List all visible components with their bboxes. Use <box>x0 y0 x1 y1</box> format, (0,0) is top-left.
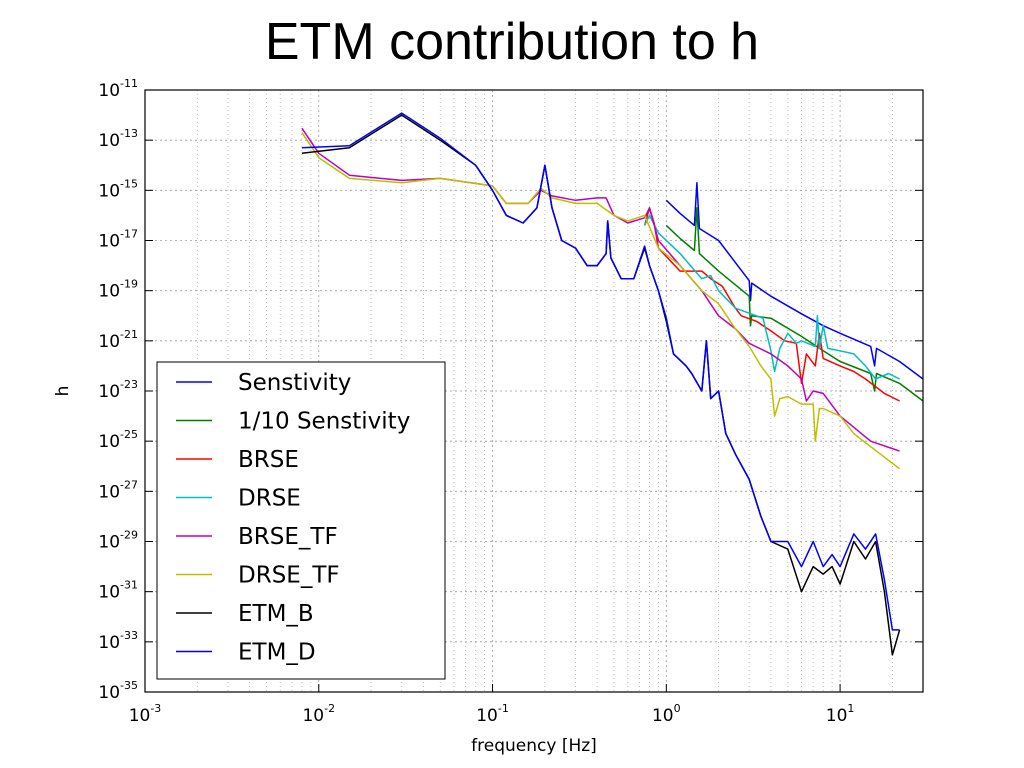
x-tick-label: 10-1 <box>476 702 509 726</box>
y-tick-label: 10-23 <box>98 378 138 402</box>
y-tick-label: 10-27 <box>98 478 138 502</box>
legend-label: 1/10 Senstivity <box>238 409 410 435</box>
y-tick-label: 10-33 <box>98 629 138 653</box>
legend: Senstivity 1/10 Senstivity BRSE DRSE BRSE_TF… <box>156 361 446 680</box>
y-tick-label: 10-15 <box>98 177 138 201</box>
x-tick-label: 10-3 <box>129 702 162 726</box>
series-line-brse <box>643 207 900 402</box>
legend-label: ETM_B <box>238 601 314 627</box>
y-tick-label: 10-31 <box>98 579 138 603</box>
x-tick-label: 10-2 <box>302 702 335 726</box>
y-tick-label: 10-25 <box>98 428 138 452</box>
legend-label: BRSE_TF <box>238 524 338 550</box>
y-tick-label: 10-19 <box>98 278 138 302</box>
series-lines <box>301 112 924 656</box>
slide-title: ETM contribution to h <box>264 13 760 71</box>
legend-label: Senstivity <box>238 370 351 396</box>
axis-ticks: 10-3 10-2 10-1 100 101 10-11 10-13 10-15 10-17 10… <box>98 77 923 726</box>
x-axis-label: frequency [Hz] <box>471 736 597 756</box>
legend-label: DRSE <box>238 486 301 512</box>
legend-frame <box>156 361 446 680</box>
x-tick-label: 101 <box>826 702 855 726</box>
series-line-senstivity <box>665 182 924 380</box>
y-tick-label: 10-21 <box>98 328 138 352</box>
y-tick-label: 10-17 <box>98 228 138 252</box>
x-tick-label: 100 <box>652 702 681 726</box>
y-axis-label: h <box>53 386 73 397</box>
y-tick-label: 10-13 <box>98 127 138 151</box>
series-line-etm-d <box>301 112 900 631</box>
legend-label: ETM_D <box>238 640 316 666</box>
series-line-drse <box>643 214 900 380</box>
y-tick-label: 10-35 <box>98 679 138 703</box>
legend-label: DRSE_TF <box>238 563 340 589</box>
series-line-drse-tf <box>301 132 901 470</box>
y-tick-label: 10-29 <box>98 529 138 553</box>
legend-label: BRSE <box>238 447 299 473</box>
y-tick-label: 10-11 <box>98 77 138 101</box>
